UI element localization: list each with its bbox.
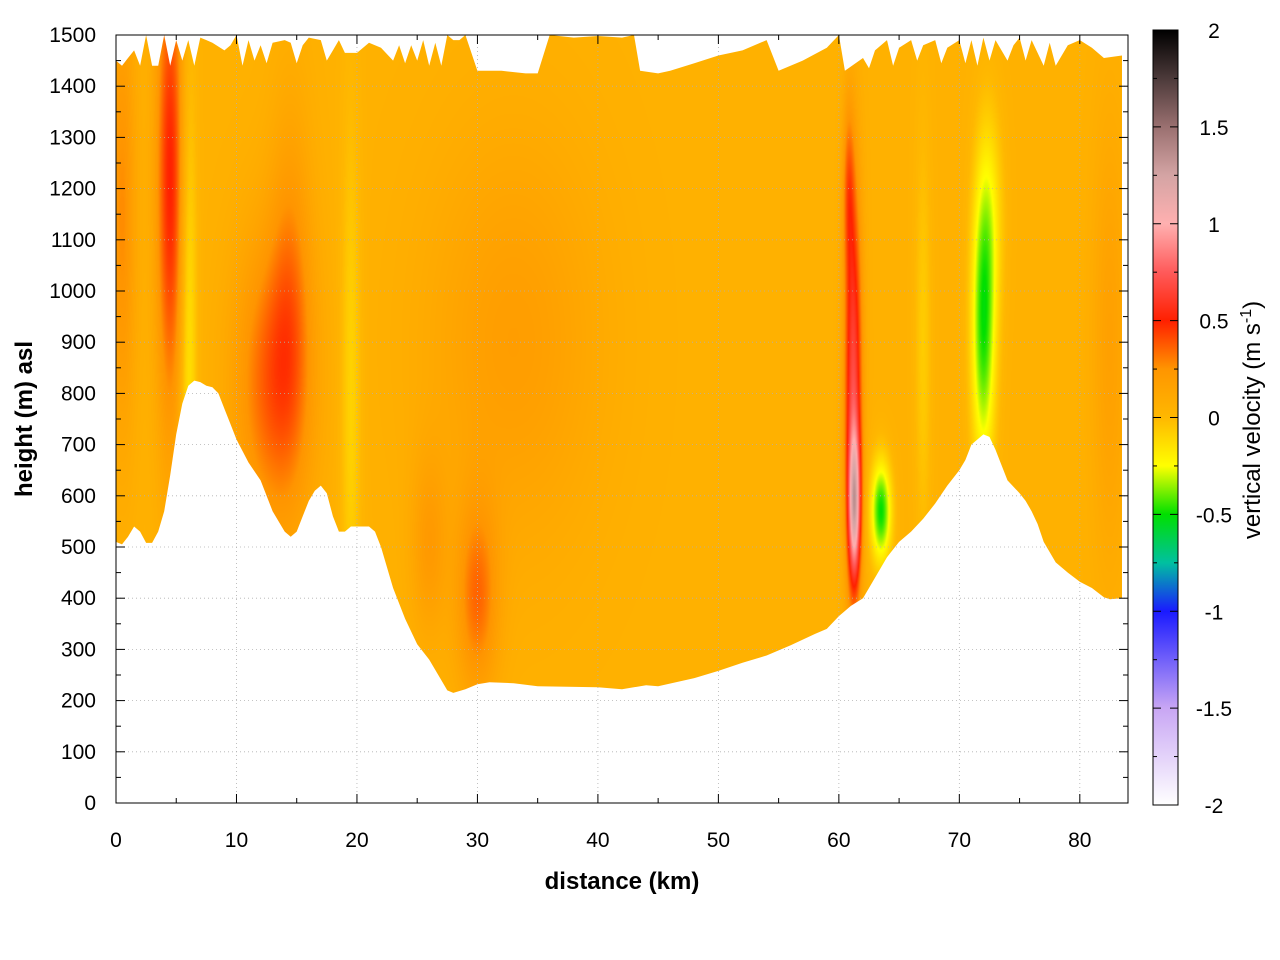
grid bbox=[116, 35, 1128, 803]
x-tick-label: 80 bbox=[1068, 829, 1091, 852]
y-tick-label: 400 bbox=[61, 587, 96, 610]
x-tick-label: 40 bbox=[586, 829, 609, 852]
colorbar-tick-label: 1 bbox=[1208, 214, 1220, 237]
y-tick-label: 1400 bbox=[49, 75, 96, 98]
plot-area bbox=[116, 35, 1122, 693]
colorbar-tick-label: -1.5 bbox=[1196, 698, 1232, 721]
y-axis-title: height (m) asl bbox=[11, 341, 38, 497]
colorbar-tick-label: -1 bbox=[1205, 601, 1224, 624]
y-tick-label: 500 bbox=[61, 536, 96, 559]
colorbar-title: vertical velocity (m s-1) bbox=[1238, 301, 1266, 539]
y-tick-label: 700 bbox=[61, 434, 96, 457]
x-axis-title: distance (km) bbox=[545, 868, 700, 895]
y-tick-label: 200 bbox=[61, 690, 96, 713]
colorbar-title-sup: -1 bbox=[1238, 309, 1255, 323]
colorbar-tick-label: 0.5 bbox=[1199, 311, 1228, 334]
y-tick-label: 800 bbox=[61, 382, 96, 405]
y-tick-label: 900 bbox=[61, 331, 96, 354]
colorbar-tick-label: 1.5 bbox=[1199, 117, 1228, 140]
velocity-field-image bbox=[116, 35, 1122, 693]
colorbar-tick-label: 0 bbox=[1208, 408, 1220, 431]
y-tick-label: 1200 bbox=[49, 178, 96, 201]
x-tick-label: 10 bbox=[225, 829, 248, 852]
x-tick-label: 30 bbox=[466, 829, 489, 852]
x-tick-label: 20 bbox=[345, 829, 368, 852]
x-tick-label: 70 bbox=[948, 829, 971, 852]
colorbar-tick-label: -0.5 bbox=[1196, 504, 1232, 527]
y-tick-label: 1100 bbox=[51, 229, 96, 252]
x-tick-label: 0 bbox=[110, 829, 122, 852]
colorbar: -2 -1.5 -1 -0.5 0 0.5 1 1.5 2 vertical velocity … bbox=[1152, 20, 1266, 818]
y-tick-label: 1300 bbox=[49, 126, 96, 149]
x-tick-label: 60 bbox=[827, 829, 850, 852]
y-tick-label: 1000 bbox=[49, 280, 96, 303]
x-tick-label: 50 bbox=[707, 829, 730, 852]
colorbar-title-main: vertical velocity (m s bbox=[1239, 323, 1266, 539]
y-tick-label: 300 bbox=[61, 638, 96, 661]
colorbar-ticks: -2 -1.5 -1 -0.5 0 0.5 1 1.5 2 bbox=[1153, 20, 1232, 818]
colorbar-title-close: ) bbox=[1239, 301, 1266, 309]
y-tick-label: 600 bbox=[61, 485, 96, 508]
y-axis-ticks: 0 100 200 300 400 500 600 700 800 900 1000 1100 1200… bbox=[49, 24, 1128, 815]
colorbar-tick-label: -2 bbox=[1205, 795, 1224, 818]
colorbar-tick-label: 2 bbox=[1208, 20, 1220, 43]
velocity-field bbox=[116, 35, 1122, 693]
y-tick-label: 0 bbox=[84, 792, 96, 815]
y-tick-label: 100 bbox=[61, 741, 96, 764]
x-axis-ticks: 0 10 20 30 40 50 60 70 80 bbox=[110, 35, 1091, 852]
y-tick-label: 1500 bbox=[49, 24, 96, 47]
